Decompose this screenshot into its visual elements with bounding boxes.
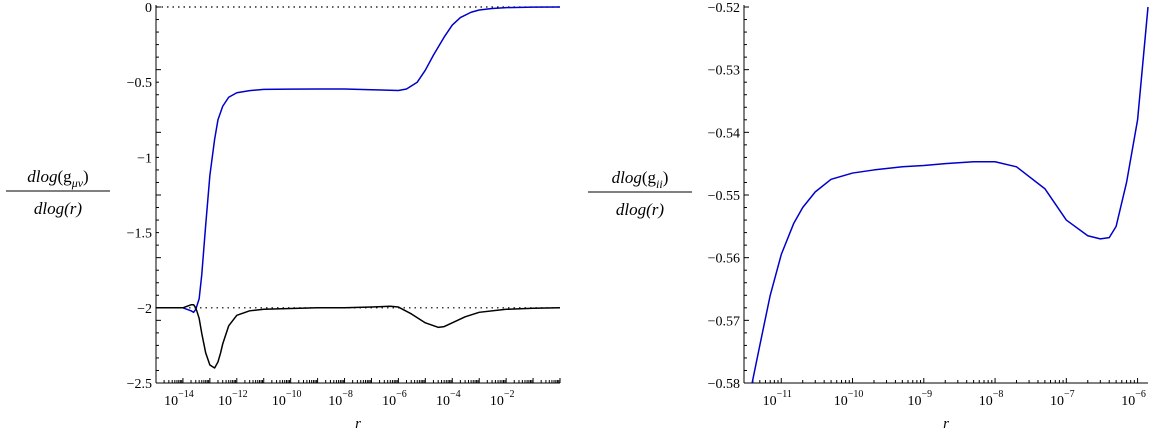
x-tick-exponent: −6 bbox=[396, 389, 407, 400]
series-line-1 bbox=[156, 304, 561, 369]
y-tick-label: −0.57 bbox=[708, 314, 740, 329]
x-tick-label: 10−12 bbox=[218, 389, 248, 409]
x-tick-exponent: −7 bbox=[1064, 389, 1075, 400]
x-tick-exponent: −12 bbox=[232, 389, 248, 400]
y-label-close: ) bbox=[663, 168, 669, 187]
x-tick-label: 10−9 bbox=[907, 389, 932, 409]
x-tick-label: 10−10 bbox=[834, 389, 864, 409]
x-tick-base: 10 bbox=[436, 394, 450, 409]
x-tick-label: 10−10 bbox=[272, 389, 302, 409]
y-tick-label: −0.53 bbox=[708, 64, 740, 79]
x-tick-base: 10 bbox=[1121, 394, 1135, 409]
y-tick-label: −0.5 bbox=[127, 76, 152, 91]
x-tick-base: 10 bbox=[382, 394, 396, 409]
y-tick-label: −1.5 bbox=[127, 227, 152, 242]
x-tick-label: 10−8 bbox=[979, 389, 1004, 409]
y-label-denominator: dlog(r) bbox=[34, 199, 83, 218]
x-tick-exponent: −11 bbox=[777, 389, 792, 400]
y-tick-label: −0.55 bbox=[708, 189, 740, 204]
y-tick-label: −1 bbox=[137, 151, 152, 166]
y-tick-label: −2.5 bbox=[127, 377, 152, 392]
x-tick-exponent: −9 bbox=[921, 389, 932, 400]
x-tick-exponent: −6 bbox=[1135, 389, 1146, 400]
x-tick-base: 10 bbox=[272, 394, 286, 409]
x-tick-base: 10 bbox=[1050, 394, 1064, 409]
x-tick-label: 10−7 bbox=[1050, 389, 1075, 409]
series-line-0 bbox=[156, 6, 561, 314]
x-tick-base: 10 bbox=[979, 394, 993, 409]
x-tick-label: 10−11 bbox=[763, 389, 792, 409]
x-tick-label: 10−6 bbox=[1121, 389, 1146, 409]
x-tick-exponent: −10 bbox=[286, 389, 302, 400]
y-label-denominator: dlog(r) bbox=[616, 200, 665, 219]
x-axis-label: r bbox=[943, 416, 949, 432]
x-tick-label: 10−6 bbox=[382, 389, 407, 409]
y-label-subscript: μν bbox=[71, 176, 84, 190]
y-label-subscript: ii bbox=[656, 177, 663, 191]
x-tick-base: 10 bbox=[218, 394, 232, 409]
x-tick-label: 10−4 bbox=[436, 389, 461, 409]
x-tick-exponent: −2 bbox=[504, 389, 515, 400]
y-label-paren: (g bbox=[642, 168, 657, 187]
x-axis-label: r bbox=[355, 416, 361, 432]
y-label-prefix: dlog bbox=[612, 168, 642, 187]
x-tick-base: 10 bbox=[907, 394, 921, 409]
left-chart-panel: 0−0.5−1−1.5−2−2.510−14 10−12 10−10 10−8 10−6… bbox=[6, 1, 561, 432]
y-tick-label: −0.54 bbox=[708, 126, 740, 141]
y-label-paren: (g bbox=[58, 167, 73, 186]
x-tick-exponent: −8 bbox=[993, 389, 1004, 400]
x-tick-exponent: −14 bbox=[178, 389, 194, 400]
x-tick-base: 10 bbox=[763, 394, 777, 409]
y-label-close: ) bbox=[83, 167, 89, 186]
x-tick-exponent: −8 bbox=[342, 389, 353, 400]
y-tick-label: −2 bbox=[137, 302, 152, 317]
y-label-numerator: dlog(gμν) bbox=[27, 167, 88, 190]
x-tick-base: 10 bbox=[164, 394, 178, 409]
y-tick-label: −0.52 bbox=[708, 1, 740, 16]
x-tick-base: 10 bbox=[328, 394, 342, 409]
x-tick-base: 10 bbox=[490, 394, 504, 409]
x-tick-label: 10−2 bbox=[490, 389, 515, 409]
y-tick-label: −0.58 bbox=[708, 377, 740, 392]
y-label-numerator: dlog(gii) bbox=[612, 168, 669, 191]
x-tick-exponent: −10 bbox=[848, 389, 864, 400]
x-tick-label: 10−14 bbox=[164, 389, 194, 409]
y-tick-label: 0 bbox=[145, 1, 152, 16]
x-tick-label: 10−8 bbox=[328, 389, 353, 409]
series-line-0 bbox=[751, 6, 1149, 384]
y-label-prefix: dlog bbox=[27, 167, 57, 186]
x-tick-exponent: −4 bbox=[450, 389, 461, 400]
right-chart-panel: −0.52−0.53−0.54−0.55−0.56−0.57−0.5810−11… bbox=[588, 1, 1149, 432]
x-tick-base: 10 bbox=[834, 394, 848, 409]
y-tick-label: −0.56 bbox=[708, 252, 740, 267]
